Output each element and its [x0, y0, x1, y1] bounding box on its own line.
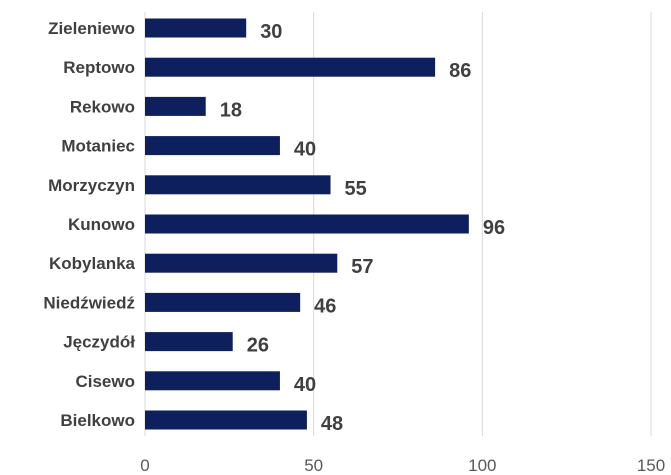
category-label-zieleniewo: Zieleniewo: [48, 19, 135, 38]
data-label-rekowo: 18: [220, 99, 242, 121]
x-tick-label-0: 0: [140, 456, 149, 475]
bar-bielkowo: [145, 410, 307, 430]
bars: [145, 18, 469, 430]
bar-rekowo: [145, 96, 206, 116]
category-labels: Zieleniewo Reptowo Rekowo Motaniec Morzyczyn…: [43, 19, 135, 430]
data-label-bielkowo: 48: [321, 413, 343, 435]
data-label-niedźwiedź: 46: [314, 295, 336, 317]
category-label-kunowo: Kunowo: [68, 215, 135, 234]
data-label-motaniec: 40: [294, 139, 316, 161]
category-label-morzyczyn: Morzyczyn: [48, 176, 135, 195]
data-label-kunowo: 96: [483, 217, 505, 239]
bar-kunowo: [145, 214, 469, 234]
bar-niedźwiedź: [145, 292, 301, 312]
data-label-morzyczyn: 55: [345, 178, 367, 200]
bar-motaniec: [145, 136, 280, 156]
category-label-niedźwiedź: Niedźwiedź: [43, 293, 135, 312]
category-label-kobylanka: Kobylanka: [49, 254, 136, 273]
x-axis-tick-labels: 0 50 100 150: [140, 456, 665, 475]
data-label-cisewo: 40: [294, 374, 316, 396]
category-label-motaniec: Motaniec: [61, 137, 135, 156]
category-label-bielkowo: Bielkowo: [60, 411, 135, 430]
x-tick-label-50: 50: [304, 456, 323, 475]
x-tick-label-100: 100: [468, 456, 496, 475]
category-label-cisewo: Cisewo: [75, 372, 135, 391]
bar-kobylanka: [145, 253, 338, 273]
x-tick-label-150: 150: [637, 456, 665, 475]
data-label-jęczydół: 26: [247, 335, 269, 357]
bar-cisewo: [145, 371, 280, 391]
bar-reptowo: [145, 57, 436, 77]
bar-zieleniewo: [145, 18, 247, 38]
category-label-jęczydół: Jęczydół: [63, 333, 135, 352]
bar-morzyczyn: [145, 175, 331, 195]
data-label-kobylanka: 57: [351, 256, 373, 278]
data-label-reptowo: 86: [449, 60, 471, 82]
data-label-zieleniewo: 30: [260, 21, 282, 43]
category-label-reptowo: Reptowo: [63, 58, 135, 77]
bar-jęczydół: [145, 332, 233, 352]
category-label-rekowo: Rekowo: [70, 97, 135, 116]
